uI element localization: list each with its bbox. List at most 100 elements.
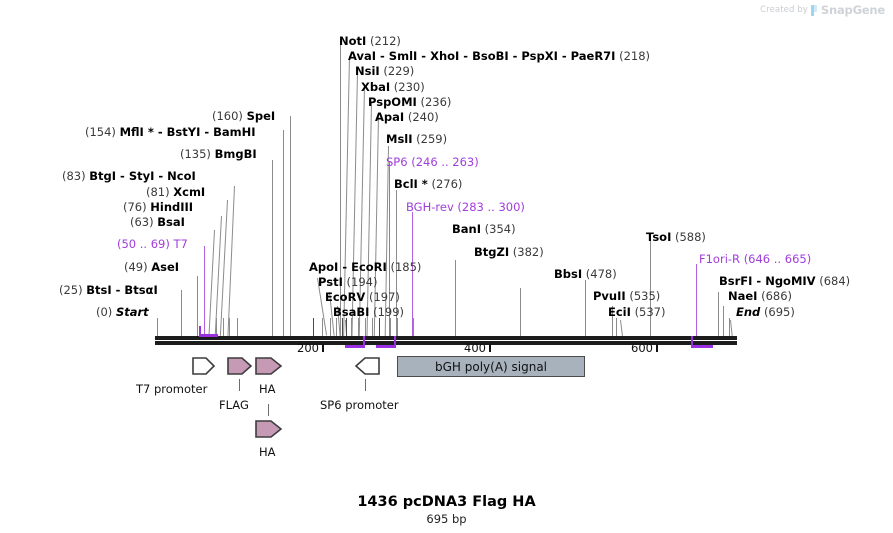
enzyme-position: (354) (484, 222, 516, 236)
enzyme-label-apoI: ApoI - EcoRI (185) (309, 261, 421, 273)
enzyme-name: SpeI (246, 109, 276, 123)
enzyme-label-apaI: ApaI (240) (375, 111, 439, 123)
snapgene-logo-icon (810, 4, 818, 16)
enzyme-name: XcmI (173, 185, 206, 199)
leader-line (290, 116, 291, 336)
enzyme-label-xbaI: XbaI (230) (361, 81, 425, 93)
primer-name: T7 (173, 237, 188, 251)
feature-sp6-promoter[interactable] (354, 355, 380, 381)
enzyme-name: AvaI - SmlI - XhoI - BsoBI - PspXI - Pae… (348, 49, 616, 63)
primer-label-t7: (50 .. 69) T7 (117, 238, 188, 250)
enzyme-position: (81) (146, 185, 170, 199)
enzyme-name: NsiI (355, 64, 380, 78)
primer-range: (283 .. 300) (457, 200, 525, 214)
ruler-label: 200 (297, 341, 319, 355)
primer-range: (646 .. 665) (743, 252, 812, 266)
primer-label-sp6: SP6 (246 .. 263) (386, 156, 479, 168)
enzyme-name: BmgBI (214, 147, 257, 161)
page-subtitle: 695 bp (426, 512, 467, 526)
enzyme-label-naeI: NaeI (686) (728, 290, 792, 302)
enzyme-position: (276) (431, 177, 463, 191)
feature-leader-sp6-promoter (365, 379, 366, 391)
terminus-name: Start (115, 305, 149, 319)
leader-line (396, 190, 397, 336)
cut-site-tick (351, 318, 352, 336)
cut-site-tick (390, 318, 391, 336)
arrow-right-icon (192, 357, 216, 375)
enzyme-position: (382) (512, 245, 544, 259)
primer-bracket-f1ori-r (691, 336, 713, 355)
enzyme-name: ApoI - EcoRI (309, 260, 387, 274)
enzyme-label-bsaBI: BsaBI (199) (333, 306, 404, 318)
enzyme-name: AseI (151, 260, 180, 274)
enzyme-name: PvuII (593, 289, 626, 303)
cut-site-tick (520, 318, 521, 336)
ruler-label: 400 (464, 341, 486, 355)
terminus-label-end: End (695) (736, 306, 795, 318)
cut-site-tick (650, 318, 651, 336)
arrow-left-icon (354, 357, 380, 375)
cut-site-tick (718, 318, 719, 336)
enzyme-label-bclI: BclI * (276) (394, 178, 462, 190)
enzyme-position: (135) (180, 147, 211, 161)
primer-label-f1ori-r: F1ori-R (646 .. 665) (699, 253, 811, 265)
enzyme-label-bmgBI: (135) BmgBI (180, 148, 257, 160)
leader-line (208, 229, 215, 336)
enzyme-name: EciI (608, 305, 631, 319)
enzyme-label-bsrFI: BsrFI - NgoMIV (684) (719, 275, 850, 287)
cut-site-tick (585, 318, 586, 336)
primer-name: SP6 (386, 155, 408, 169)
feature-ha-lower[interactable] (255, 418, 283, 444)
enzyme-position: (478) (585, 267, 617, 281)
enzyme-position: (588) (675, 230, 706, 244)
leader-line (650, 238, 651, 336)
feature-leader-ha-lower (268, 404, 269, 416)
feature-t7-promoter[interactable] (192, 355, 216, 381)
leader-line (204, 246, 205, 336)
cut-site-tick (346, 318, 347, 336)
page-title: 1436 pcDNA3 Flag HA (357, 494, 536, 510)
enzyme-label-pvuII: PvuII (535) (593, 290, 660, 302)
cut-site-tick (290, 318, 291, 336)
enzyme-name: BtgI - StyI - NcoI (89, 169, 196, 183)
enzyme-label-notI: NotI (212) (339, 35, 401, 47)
enzyme-position: (199) (373, 305, 405, 319)
cut-site-tick (272, 318, 273, 336)
enzyme-position: (154) (85, 125, 116, 139)
feature-label-sp6-promoter: SP6 promoter (320, 398, 399, 412)
enzyme-position: (49) (124, 260, 148, 274)
feature-ha-upper[interactable] (255, 355, 283, 381)
enzyme-label-mslI: MslI (259) (386, 133, 447, 145)
cut-site-tick (313, 318, 314, 336)
cut-site-tick (379, 318, 380, 336)
ruler-tick (489, 344, 491, 352)
arrow-right-icon (227, 357, 253, 375)
enzyme-name: BanI (452, 222, 481, 236)
enzyme-position: (83) (62, 169, 86, 183)
enzyme-label-tsoI: TsoI (588) (646, 231, 706, 243)
enzyme-name: BtsI - BtsαI (86, 283, 158, 297)
primer-bracket-t7 (199, 326, 218, 337)
feature-bgh-polyA-signal[interactable]: bGH poly(A) signal (397, 356, 585, 377)
arrow-right-icon (255, 420, 283, 438)
primer-range: (246 .. 263) (411, 155, 479, 169)
enzyme-name: BbsI (554, 267, 583, 281)
enzyme-label-aseI: (49) AseI (124, 261, 179, 273)
leader-line (197, 276, 198, 336)
enzyme-label-mflI: (154) MflI * - BstYI - BamHI (85, 126, 256, 138)
ruler-label: 600 (631, 341, 653, 355)
enzyme-name: MslI (386, 132, 413, 146)
cut-site-tick (358, 318, 359, 336)
ruler-tick (656, 344, 658, 352)
cut-site-tick (322, 318, 323, 336)
feature-label-ha-upper: HA (259, 382, 276, 396)
feature-flag[interactable] (227, 355, 253, 381)
leader-line (585, 280, 586, 336)
cut-site-tick (197, 318, 198, 336)
cut-site-tick (336, 318, 337, 336)
enzyme-position: (194) (346, 275, 378, 289)
cut-site-tick (229, 318, 230, 336)
feature-leader-flag (239, 379, 240, 391)
feature-label-t7-promoter: T7 promoter (136, 382, 208, 396)
cut-site-tick (157, 318, 158, 336)
